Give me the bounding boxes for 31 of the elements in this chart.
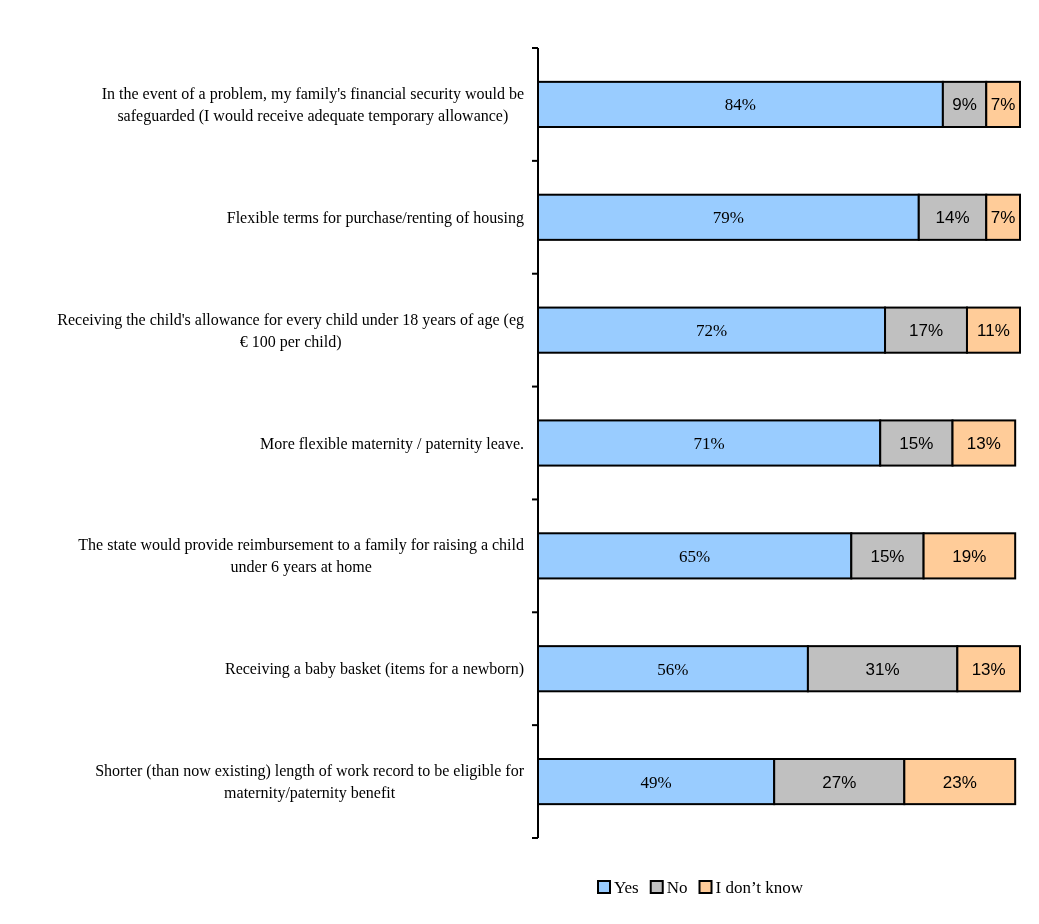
data-label: 71%: [693, 433, 725, 453]
data-label: 9%: [952, 95, 977, 115]
data-label: 14%: [935, 208, 970, 228]
y-tick-label: Flexible terms for purchase/renting of housing: [226, 208, 524, 227]
y-tick-label: Receiving a baby basket (items for a newborn): [224, 660, 524, 679]
legend-label: No: [666, 878, 688, 897]
data-label: 19%: [952, 546, 987, 566]
y-tick-label: The state would provide reimbursement to a family for raising a child under 6 years at home: [78, 536, 524, 577]
data-label: 23%: [942, 772, 977, 792]
data-label: 15%: [870, 546, 905, 566]
legend-label: I don’t know: [715, 878, 804, 897]
data-label: 7%: [990, 95, 1016, 115]
data-label: 31%: [865, 659, 900, 679]
data-label: 13%: [966, 433, 1001, 453]
y-tick-label: More flexible maternity / paternity leave.: [260, 434, 524, 453]
data-label: 27%: [822, 772, 857, 792]
data-label: 13%: [971, 659, 1006, 679]
data-label: 7%: [990, 208, 1016, 228]
legend-label: Yes: [614, 878, 639, 897]
y-tick-label: In the event of a problem, my family's financial security would be safeguarded (I would receive adequate temporary allowance): [101, 85, 524, 126]
data-label: 72%: [695, 321, 728, 341]
data-label: 79%: [712, 208, 744, 228]
y-tick-label: Shorter (than now existing) length of work record to be eligible for maternity/paternity benefit: [95, 762, 525, 803]
data-label: 49%: [640, 772, 672, 792]
data-label: 17%: [908, 321, 944, 341]
data-label: 56%: [657, 659, 689, 679]
y-tick-label: Receiving the child's allowance for every child under 18 years of age (eg € 100 per child): [57, 310, 524, 351]
data-label: 84%: [724, 95, 757, 115]
data-label: 11%: [977, 321, 1010, 341]
data-label: 15%: [899, 433, 934, 453]
data-label: 65%: [679, 546, 711, 566]
